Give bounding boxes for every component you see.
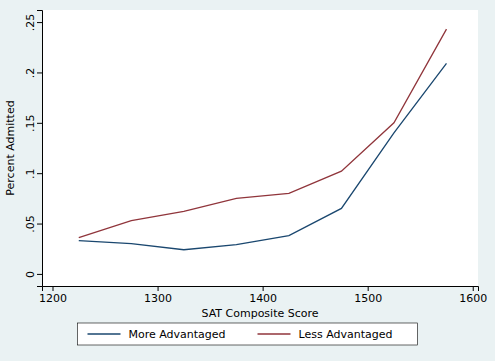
y-tick: 0 [24,271,42,278]
x-tick-mark [158,286,159,291]
legend-label: Less Advantaged [299,328,393,341]
x-axis-line [43,287,479,292]
y-tick: .15 [24,115,42,133]
legend: More Advantaged Less Advantaged [78,323,418,345]
y-tick-mark [37,224,42,225]
y-tick: .2 [24,68,42,79]
legend-label: More Advantaged [129,328,226,341]
y-axis: 0 .05 .1 .15 .2 .25 [24,11,43,287]
x-tick-mark [263,286,264,291]
x-tick-mark [368,286,369,291]
y-axis-title: Percent Admitted [4,100,17,195]
y-axis-line [37,11,43,287]
y-tick-mark [37,274,42,275]
y-tick-label: .05 [24,215,37,233]
x-tick-mark [53,286,54,291]
series-line [79,63,447,249]
legend-box [78,323,418,345]
y-tick-mark [37,123,42,124]
x-axis: 1200 1300 1400 1500 1600 [39,286,487,305]
x-tick: 1600 [459,286,487,305]
y-tick-label: 0 [24,271,37,278]
x-tick-mark [473,286,474,291]
y-tick-mark [37,173,42,174]
y-tick: .1 [24,168,42,179]
y-tick-label: .15 [24,115,37,133]
y-tick-label: .2 [24,68,37,79]
y-tick-mark [37,22,42,23]
y-tick: .25 [24,14,42,32]
x-tick-label: 1600 [459,292,487,305]
background [0,0,495,361]
x-tick: 1200 [39,286,67,305]
y-tick-mark [37,72,42,73]
x-axis-title: SAT Composite Score [201,307,318,320]
x-tick-label: 1400 [249,292,277,305]
plot-area [42,10,478,286]
x-tick: 1400 [249,286,277,305]
y-tick: .05 [24,215,42,233]
lines [79,29,447,250]
x-tick-label: 1200 [39,292,67,305]
x-tick: 1500 [354,286,382,305]
y-tick-label: .25 [24,14,37,32]
x-tick: 1300 [144,286,172,305]
y-tick-label: .1 [24,168,37,179]
legend-swatch [88,333,121,334]
legend-swatch [258,333,291,334]
x-tick-label: 1300 [144,292,172,305]
series-line [79,29,447,238]
x-tick-label: 1500 [354,292,382,305]
chart: 1200 1300 1400 1500 1600 0 .05 .1 .15 .2 .25 SAT Co… [0,0,495,361]
